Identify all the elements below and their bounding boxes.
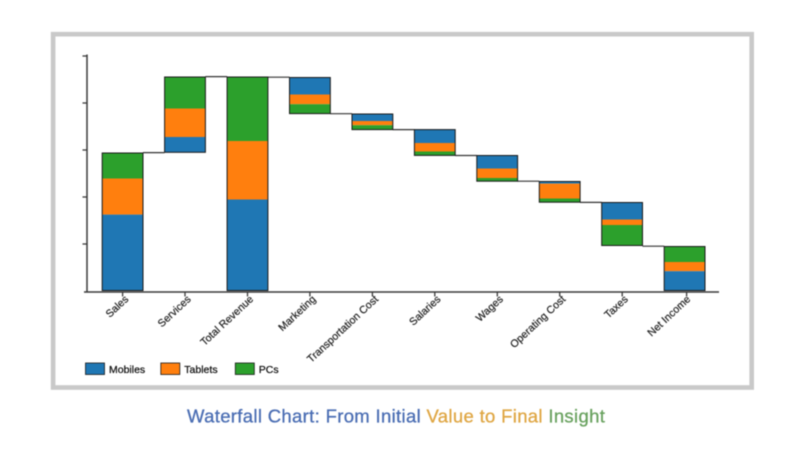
svg-text:PCs: PCs: [259, 364, 279, 376]
svg-text:Waterfall Chart: From Initial: Waterfall Chart: From Initial Value to F…: [187, 406, 605, 427]
svg-text:Mobiles: Mobiles: [109, 364, 145, 376]
svg-text:Tablets: Tablets: [184, 364, 217, 376]
